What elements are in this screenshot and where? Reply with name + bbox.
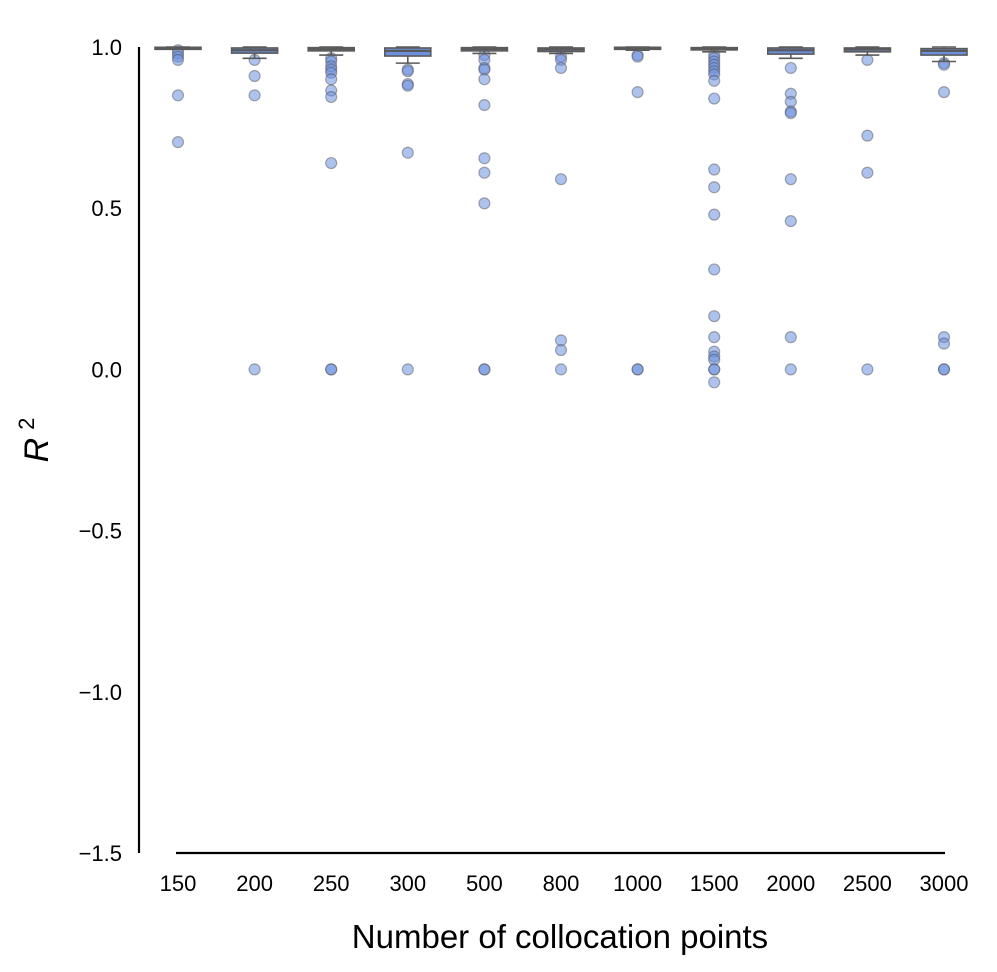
outlier-point (171, 89, 185, 102)
box-group (383, 46, 432, 376)
outlier-point (554, 343, 568, 357)
x-tick-label: 2000 (766, 871, 815, 896)
box-group (307, 46, 356, 376)
outlier-point (325, 73, 338, 86)
box-group (537, 46, 585, 376)
y-tick-labels: 1.0 0.5 0.0 −0.5 −1.0 −1.5 (79, 35, 122, 866)
x-tick-label: 2500 (843, 871, 892, 896)
outlier-point (631, 363, 644, 376)
outlier-point (401, 146, 414, 159)
outlier-point (708, 331, 721, 344)
x-tick-label: 800 (543, 871, 580, 896)
outlier-point (861, 166, 874, 179)
y-tick-label: −1.5 (79, 841, 122, 866)
y-axis-label: R 2 (14, 418, 56, 463)
box-group (154, 44, 202, 149)
outlier-point (478, 152, 491, 165)
x-tick-label: 1000 (613, 871, 662, 896)
outlier-point (554, 173, 568, 186)
box-iqr (383, 47, 432, 57)
outlier-point (248, 89, 261, 102)
outlier-point (708, 74, 721, 87)
x-tick-labels: 150 200 250 300 500 800 1000 1500 2000 2500 3000 (160, 871, 969, 896)
outlier-point (631, 50, 644, 63)
x-tick-label: 500 (466, 871, 503, 896)
outlier-point (401, 363, 414, 376)
x-tick-label: 300 (389, 871, 426, 896)
outlier-point (171, 53, 185, 66)
plot-area (154, 44, 968, 389)
x-tick-label: 150 (160, 871, 197, 896)
y-tick-label: −1.0 (79, 680, 122, 705)
outlier-point (478, 73, 491, 86)
box-group (920, 46, 968, 376)
outlier-point (708, 208, 721, 221)
x-tick-label: 3000 (920, 871, 969, 896)
outlier-point (401, 79, 414, 92)
y-axis-label-main: R (18, 438, 56, 463)
outlier-point (784, 106, 797, 120)
outlier-point (478, 166, 491, 179)
x-axis-label: Number of collocation points (352, 918, 768, 955)
outlier-point (478, 98, 491, 112)
y-tick-label: −0.5 (79, 519, 122, 544)
box-group (613, 46, 662, 376)
box-group (230, 46, 279, 376)
box-group (460, 46, 509, 376)
outlier-point (708, 163, 721, 176)
outlier-point (248, 363, 261, 376)
outlier-point (325, 363, 338, 376)
y-axis-label-superscript: 2 (14, 418, 39, 430)
outlier-point (631, 86, 644, 99)
outlier-point (861, 363, 874, 376)
outlier-point (784, 173, 797, 186)
outlier-point (708, 92, 721, 105)
outlier-point (708, 310, 721, 323)
outlier-point (554, 61, 568, 75)
outlier-point (708, 376, 721, 389)
outlier-point (708, 181, 721, 194)
outlier-point (937, 86, 951, 99)
outlier-point (401, 65, 414, 78)
outlier-point (708, 263, 721, 276)
y-tick-label: 0.0 (91, 357, 122, 382)
box-group (766, 46, 815, 376)
outlier-point (708, 363, 721, 376)
outlier-point (861, 129, 874, 142)
y-tick-label: 0.5 (91, 196, 122, 221)
outlier-point (784, 61, 797, 75)
outlier-point (861, 53, 874, 66)
x-tick-label: 1500 (690, 871, 739, 896)
outlier-point (937, 337, 951, 350)
outlier-point (784, 331, 797, 344)
outlier-point (784, 214, 797, 228)
outlier-point (325, 90, 338, 104)
outlier-point (171, 136, 185, 149)
outlier-point (937, 363, 951, 376)
outlier-point (325, 156, 338, 170)
x-tick-label: 250 (313, 871, 350, 896)
y-tick-label: 1.0 (91, 35, 122, 60)
outlier-point (784, 363, 797, 376)
outlier-point (554, 363, 568, 376)
box-group (843, 46, 892, 376)
outlier-point (478, 197, 491, 210)
outlier-point (248, 69, 261, 83)
outlier-point (478, 363, 491, 376)
x-tick-label: 200 (236, 871, 273, 896)
box-group (690, 46, 739, 389)
